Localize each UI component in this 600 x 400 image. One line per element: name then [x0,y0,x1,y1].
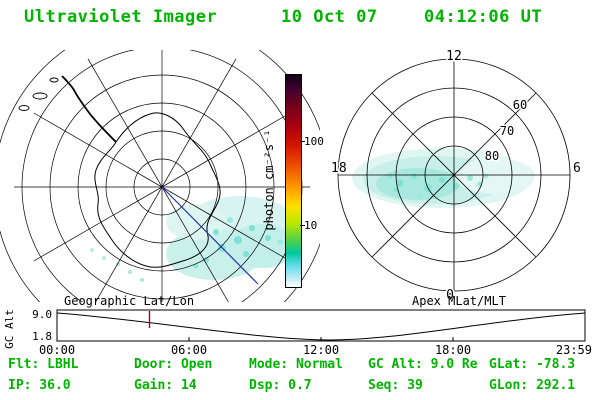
magnetic-meridian-line [161,186,259,285]
mlat-ring-label-60: 60 [513,98,527,112]
mlat-ring-label-80: 80 [485,149,499,163]
colorbar-tick-label-10: 10 [304,219,318,232]
gc-alt-ytick-bottom: 1.8 [32,330,52,343]
app-title: Ultraviolet Imager [24,7,218,27]
xtick-2359: 23:59 [556,343,592,357]
antarctica-coastline [94,112,221,268]
mlt-label-12: 12 [446,49,462,64]
xtick-1200: 12:00 [303,343,339,357]
mlat-mlt-grid [337,58,571,292]
observation-date: 10 Oct 07 [281,7,378,27]
mlt-label-18: 18 [331,161,347,176]
observation-time: 04:12:06 UT [424,7,543,27]
colorbar [285,74,302,288]
status-gc-alt: GC Alt: 9.0 Re [368,357,478,372]
right-panel-caption: Apex MLat/MLT [412,294,506,308]
islands [18,77,59,111]
mlat-ring-label-70: 70 [500,124,514,138]
xtick-0000: 00:00 [39,343,75,357]
gc-alt-ytick-top: 9.0 [32,308,52,321]
mlt-label-0: 0 [446,288,454,303]
apex-mlat-mlt-panel: 60 70 80 12 18 6 0 [330,48,582,304]
status-flt: Flt: LBHL [8,357,79,372]
status-door: Door: Open [134,357,213,372]
mlt-label-6: 6 [573,161,581,176]
status-ip: IP: 36.0 [8,378,71,393]
antarctic-peninsula [61,75,117,143]
colorbar-tick-label-100: 100 [304,135,324,148]
status-dsp: Dsp: 0.7 [249,378,312,393]
left-panel-caption: Geographic Lat/Lon [64,294,195,308]
colorbar-units-label: photon cm⁻²s⁻¹ [262,129,276,231]
status-glon: GLon: 292.1 [489,378,576,393]
aurora-emission-apex [352,148,535,208]
colorbar-tick-100 [300,141,305,142]
status-seq: Seq: 39 [368,378,423,393]
status-gain: Gain: 14 [134,378,197,393]
gc-alt-timeline: 9.0 1.8 GC Alt 00:00 06:00 12:00 18:00 2… [3,308,592,357]
xtick-0600: 06:00 [171,343,207,357]
status-glat: GLat: -78.3 [489,357,576,372]
timeline-ticks [56,337,586,341]
gc-alt-curve [56,312,586,341]
geographic-map-panel [0,50,320,302]
xtick-1800: 18:00 [435,343,471,357]
timeline-frame [56,309,586,342]
colorbar-tick-10 [300,225,305,226]
status-mode: Mode: Normal [249,357,343,372]
gc-alt-ylabel: GC Alt [3,309,16,349]
